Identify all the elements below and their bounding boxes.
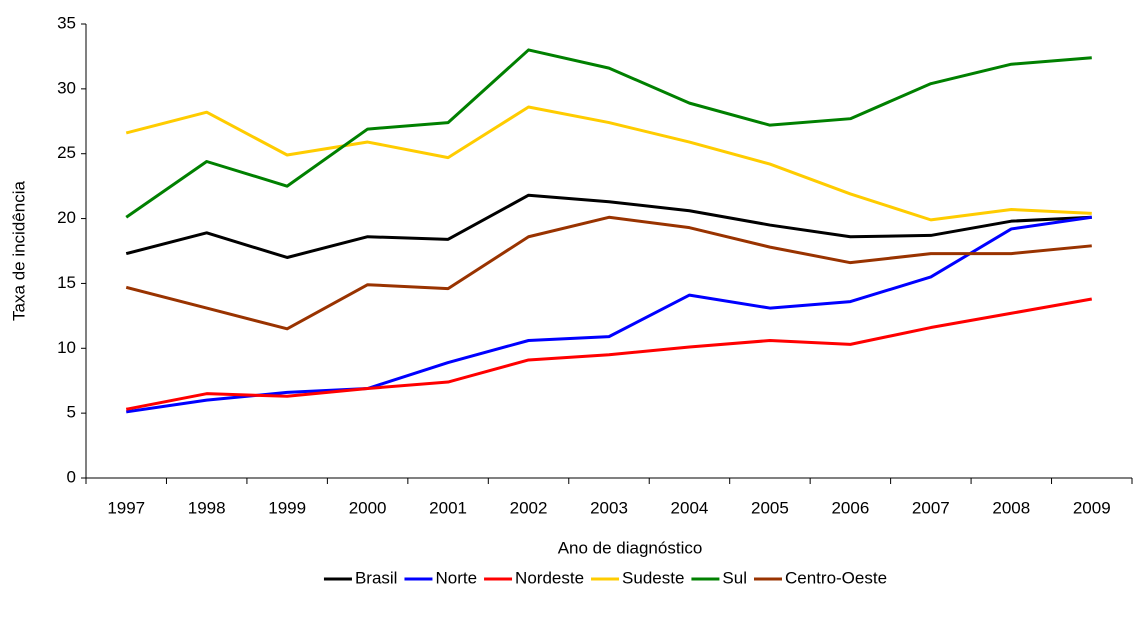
series-line	[126, 215, 1092, 414]
x-tick-label: 1998	[188, 498, 226, 517]
x-tick-label: 2001	[429, 498, 467, 517]
series-line	[125, 48, 1092, 219]
y-tick-label: 30	[57, 78, 76, 97]
y-tick-label: 0	[67, 467, 76, 486]
y-tick-label: 5	[67, 403, 76, 422]
series-line	[125, 297, 1093, 411]
legend-label: Nordeste	[515, 568, 584, 587]
x-tick-label: 2006	[831, 498, 869, 517]
y-tick-label: 15	[57, 273, 76, 292]
x-tick-label: 2007	[912, 498, 950, 517]
legend-label: Norte	[435, 568, 477, 587]
x-tick-label: 1999	[268, 498, 306, 517]
x-tick-label: 2008	[992, 498, 1030, 517]
y-tick-label: 10	[57, 338, 76, 357]
x-tick-label: 2004	[671, 498, 709, 517]
x-tick-label: 1997	[107, 498, 145, 517]
legend-label: Centro-Oeste	[785, 568, 887, 587]
y-tick-label: 25	[57, 143, 76, 162]
x-tick-label: 2003	[590, 498, 628, 517]
series-line	[125, 105, 1092, 222]
x-tick-label: 2000	[349, 498, 387, 517]
x-tick-label: 2005	[751, 498, 789, 517]
legend-label: Sul	[722, 568, 747, 587]
x-tick-label: 2002	[510, 498, 548, 517]
series-line	[125, 215, 1092, 331]
y-axis-title: Taxa de incidência	[9, 181, 28, 321]
y-tick-label: 35	[57, 13, 76, 32]
x-axis-title: Ano de diagnóstico	[558, 538, 703, 557]
legend-label: Brasil	[355, 568, 398, 587]
legend-label: Sudeste	[622, 568, 684, 587]
x-tick-label: 2009	[1073, 498, 1111, 517]
series-line	[125, 193, 1092, 259]
y-tick-label: 20	[57, 208, 76, 227]
